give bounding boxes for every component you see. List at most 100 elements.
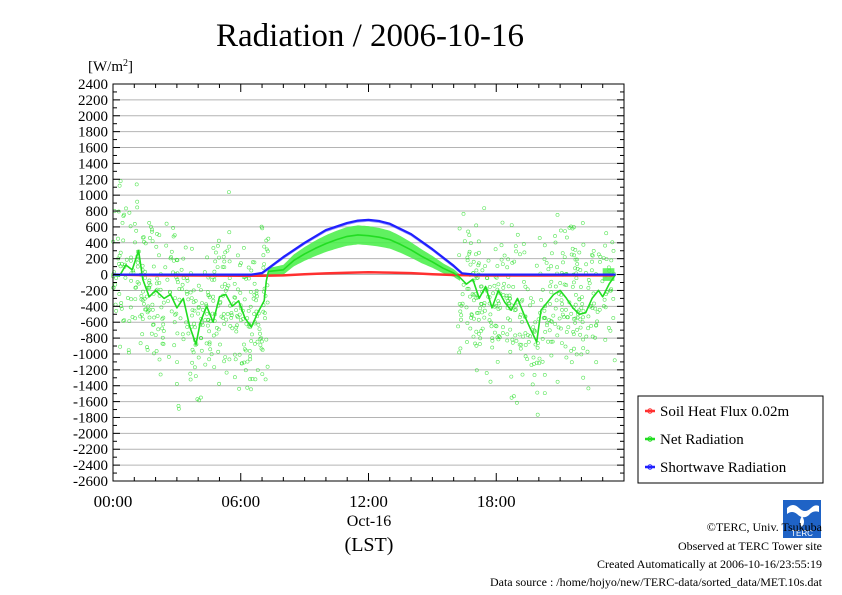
net-radiation-sample [560, 341, 564, 346]
net-radiation-sample [467, 233, 472, 238]
net-radiation-sample [507, 296, 512, 301]
net-radiation-sample [530, 382, 535, 387]
net-radiation-sample [118, 250, 123, 255]
net-radiation-sample [507, 301, 512, 306]
net-radiation-sample [557, 316, 562, 321]
net-radiation-sample [218, 342, 222, 347]
net-radiation-sample [173, 296, 178, 301]
net-radiation-sample [264, 337, 269, 342]
net-radiation-sample [540, 359, 545, 364]
net-radiation-sample [603, 337, 608, 342]
net-radiation-sample [186, 331, 191, 336]
net-radiation-sample [566, 325, 571, 330]
net-radiation-sample [154, 244, 159, 249]
net-radiation-sample [256, 322, 261, 327]
net-radiation-sample [174, 311, 179, 316]
net-radiation-sample [240, 361, 244, 366]
net-radiation-sample [265, 364, 270, 369]
net-radiation-sample [543, 329, 548, 334]
net-radiation-sample [237, 386, 242, 391]
net-radiation-sample [533, 320, 538, 325]
net-radiation-sample [198, 336, 203, 340]
terc-logo: TERC [783, 500, 821, 538]
net-radiation-sample [584, 334, 589, 339]
net-radiation-sample [564, 307, 568, 312]
net-radiation-sample [462, 239, 467, 244]
net-radiation-sample [229, 313, 234, 318]
y-tick-label: 2400 [78, 77, 108, 93]
net-radiation-sample [130, 315, 135, 319]
net-radiation-sample [487, 284, 492, 289]
net-radiation-sample [229, 315, 234, 320]
net-radiation-sample [572, 253, 577, 258]
net-radiation-sample [212, 269, 217, 274]
net-radiation-sample [580, 320, 585, 325]
net-radiation-sample [127, 210, 132, 215]
net-radiation-sample [548, 284, 553, 289]
legend-label: Shortwave Radiation [660, 460, 787, 476]
net-radiation-sample [531, 355, 536, 360]
net-radiation-sample [476, 263, 481, 268]
net-radiation-sample [602, 297, 607, 302]
net-radiation-sample [571, 332, 576, 337]
net-radiation-sample [468, 262, 473, 267]
net-radiation-sample [114, 276, 119, 280]
net-radiation-sample [265, 249, 270, 254]
net-radiation-sample [478, 284, 483, 289]
net-radiation-sample [592, 301, 596, 306]
net-radiation-sample [180, 287, 184, 292]
net-radiation-sample [488, 379, 493, 384]
net-radiation-sample [255, 294, 259, 299]
net-radiation-sample [480, 310, 484, 315]
net-radiation-sample [128, 305, 133, 310]
net-radiation-sample [204, 341, 209, 346]
net-radiation-sample [117, 183, 122, 188]
y-tick-label: -1200 [73, 363, 108, 379]
net-radiation-sample [564, 283, 569, 288]
net-radiation-sample [609, 258, 614, 263]
net-radiation-sample [129, 297, 134, 302]
net-radiation-sample [179, 267, 184, 272]
net-radiation-sample [573, 257, 578, 262]
y-tick-label: 800 [86, 204, 109, 220]
grid-lines [113, 83, 624, 482]
net-radiation-sample [547, 328, 552, 333]
net-radiation-sample [595, 319, 600, 324]
net-radiation-sample [160, 316, 165, 321]
net-radiation-sample [570, 284, 575, 289]
net-radiation-sample [468, 241, 473, 246]
net-radiation-sample [261, 309, 266, 314]
net-radiation-sample [460, 292, 465, 297]
net-radiation-sample [160, 326, 165, 331]
net-radiation-sample [534, 360, 539, 365]
net-radiation-sample [490, 345, 495, 350]
legend-marker [647, 436, 653, 442]
net-radiation-sample [590, 259, 594, 264]
net-radiation-sample [114, 308, 119, 313]
net-radiation-sample [171, 225, 176, 230]
net-radiation-sample [211, 298, 216, 303]
legend-marker [647, 464, 653, 470]
net-radiation-sample [521, 242, 526, 246]
net-radiation-sample [141, 239, 146, 244]
net-radiation-sample [528, 303, 532, 308]
net-radiation-sample [586, 314, 591, 319]
net-radiation-sample [560, 307, 564, 312]
net-radiation-sample [205, 255, 210, 260]
net-radiation-sample [183, 245, 188, 250]
net-radiation-sample [157, 253, 161, 258]
net-radiation-sample [496, 334, 501, 338]
net-radiation-sample [553, 284, 558, 289]
net-radiation-sample [560, 312, 565, 317]
net-radiation-sample [492, 304, 497, 309]
net-radiation-sample [240, 317, 245, 321]
net-radiation-sample [238, 318, 243, 323]
net-radiation-sample [476, 331, 481, 336]
net-radiation-sample [473, 252, 478, 257]
net-radiation-sample [161, 300, 166, 305]
net-radiation-sample [611, 248, 616, 253]
net-radiation-sample [555, 212, 560, 217]
net-radiation-sample [190, 360, 195, 365]
x-tick-label: 00:00 [94, 492, 133, 511]
net-radiation-sample [529, 296, 533, 301]
